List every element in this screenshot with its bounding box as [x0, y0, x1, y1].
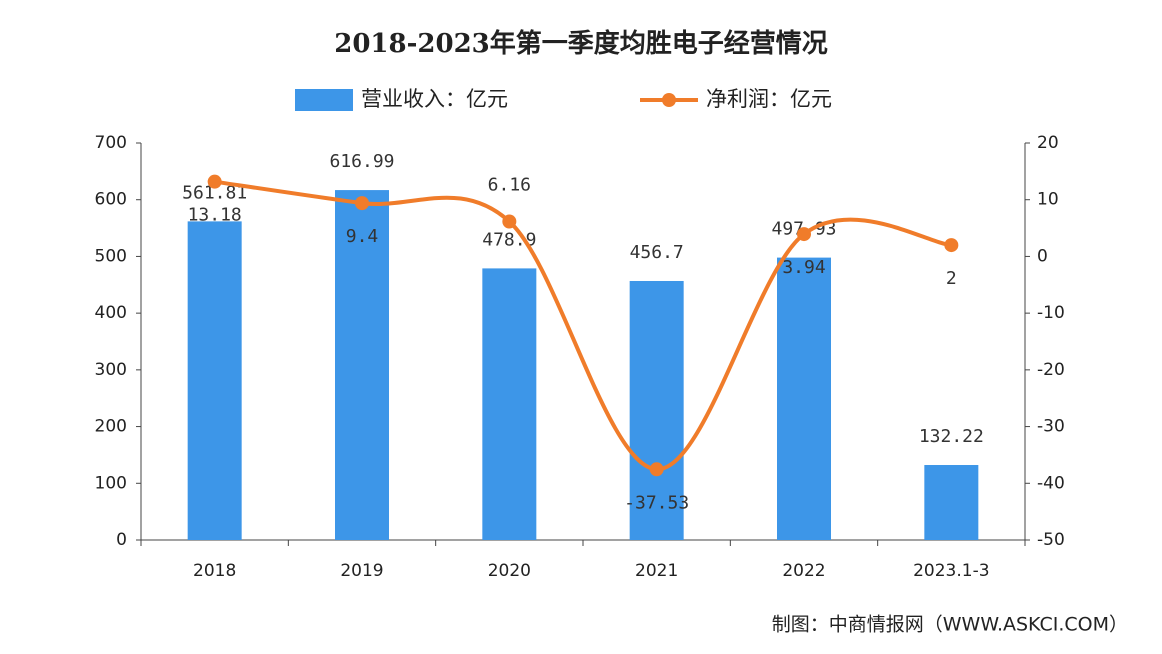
line-value-label: 13.18: [188, 205, 242, 226]
x-tick-label: 2021: [635, 561, 678, 581]
legend-label: 净利润：亿元: [706, 87, 832, 111]
y-tick-label: 500: [95, 246, 127, 266]
x-tick-label: 2020: [488, 561, 531, 581]
chart-title: 2018-2023年第一季度均胜电子经营情况: [334, 28, 828, 59]
y2-tick-label: 0: [1037, 246, 1048, 266]
bar: [482, 268, 537, 540]
line-value-label: -37.53: [624, 492, 689, 513]
line-point: [797, 227, 811, 242]
y2-tick-label: -30: [1037, 417, 1065, 437]
y2-tick-label: 20: [1037, 133, 1059, 153]
x-tick-label: 2019: [340, 561, 383, 581]
line-point: [944, 238, 959, 253]
line-point: [207, 174, 222, 189]
legend-swatch: [295, 89, 353, 111]
line-point: [649, 462, 664, 477]
bar-value-label: 561.81: [182, 182, 247, 203]
y2-tick-label: -20: [1037, 360, 1065, 380]
line-value-label: 9.4: [346, 226, 379, 247]
bar: [777, 257, 831, 540]
y-tick-label: 700: [95, 133, 127, 153]
source: 制图：中商情报网（WWW.ASKCI.COM）: [772, 614, 1128, 636]
line-point: [502, 214, 517, 229]
line-point: [355, 196, 369, 211]
y-tick-label: 200: [95, 417, 127, 437]
legend-swatch: [662, 93, 676, 107]
bar-value-label: 616.99: [329, 151, 394, 172]
bar: [187, 221, 242, 540]
y-tick-label: 0: [116, 530, 127, 550]
line-value-label: 2: [946, 268, 957, 289]
bar: [629, 280, 684, 540]
x-tick-label: 2023.1-3: [913, 561, 989, 581]
y2-tick-label: -40: [1037, 473, 1065, 493]
y2-tick-label: -50: [1037, 530, 1065, 550]
y2-tick-label: 10: [1037, 190, 1059, 210]
bar-value-label: 456.7: [630, 242, 684, 263]
legend-label: 营业收入：亿元: [361, 87, 508, 111]
bar-value-label: 132.22: [919, 426, 984, 447]
y-tick-label: 600: [95, 190, 127, 210]
line-value-label: 3.94: [782, 257, 825, 278]
y2-tick-label: -10: [1037, 303, 1065, 323]
x-tick-label: 2018: [193, 561, 236, 581]
bar: [924, 465, 979, 540]
line: [214, 179, 952, 472]
x-tick-label: 2022: [782, 561, 825, 581]
y-tick-label: 100: [95, 473, 127, 493]
bar: [335, 190, 389, 540]
y-tick-label: 400: [95, 303, 127, 323]
line-value-label: 6.16: [488, 174, 531, 195]
y-tick-label: 300: [95, 360, 127, 380]
